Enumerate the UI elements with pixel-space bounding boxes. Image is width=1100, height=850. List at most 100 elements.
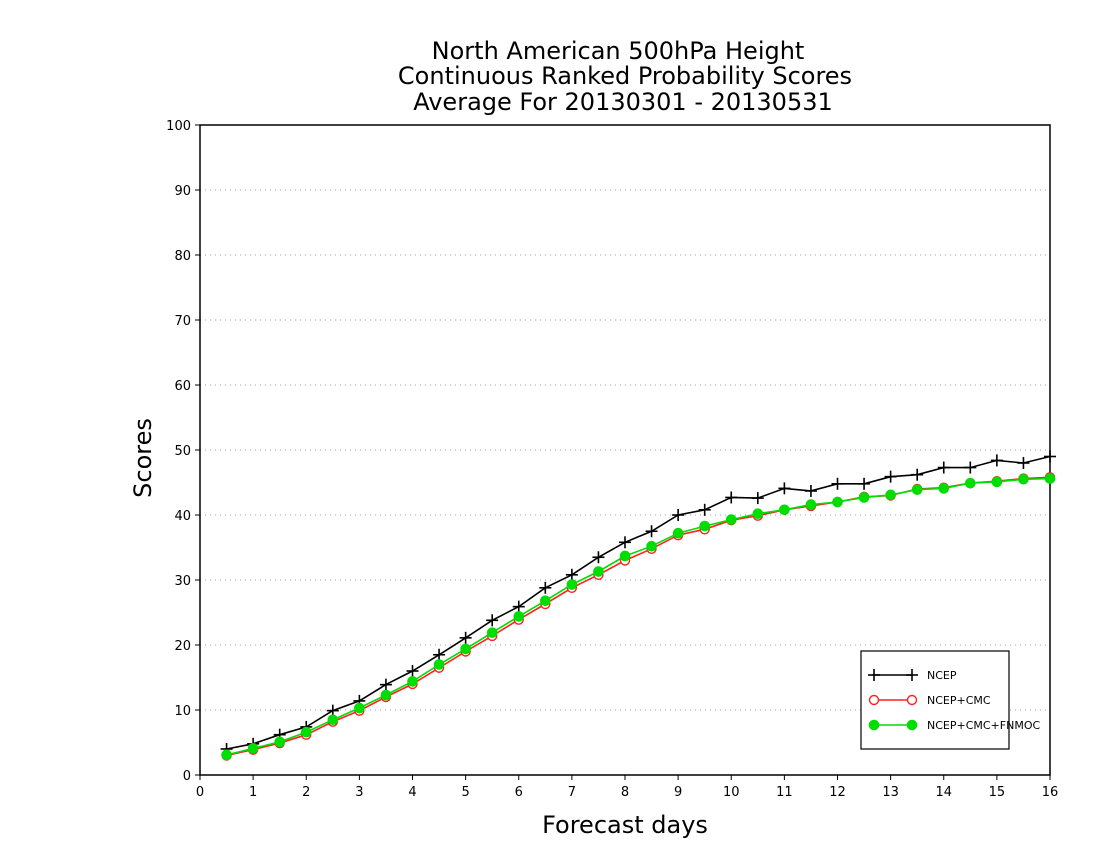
y-axis-title: Scores — [129, 418, 157, 498]
legend-marker-point — [906, 719, 918, 731]
data-point-ncep — [858, 477, 871, 490]
data-point-ncep — [512, 600, 525, 613]
legend-marker-point — [868, 669, 880, 681]
y-tick-label: 100 — [166, 119, 191, 134]
legend: NCEP NCEP+CMC NCEP+CMC+FNMOC — [860, 650, 1040, 750]
data-point-ncep-cmc-fnmoc — [380, 689, 392, 701]
x-tick-label: 12 — [829, 785, 846, 800]
x-tick-label: 11 — [776, 785, 793, 800]
data-point-ncep — [698, 503, 711, 516]
series-ncep-cmc-fnmoc — [221, 473, 1056, 761]
y-tick-label: 50 — [174, 444, 191, 459]
x-tick-label: 13 — [882, 785, 899, 800]
x-tick-label: 6 — [515, 785, 523, 800]
data-point-ncep-cmc-fnmoc — [540, 595, 551, 607]
x-tick-label: 10 — [723, 785, 740, 800]
legend-marker-ncep-cmc — [868, 694, 918, 706]
x-tick-label: 0 — [196, 785, 204, 800]
data-point-ncep-cmc-fnmoc — [779, 504, 790, 516]
legend-label-ncep: NCEP — [927, 669, 957, 682]
data-point-ncep-cmc-fnmoc — [327, 714, 339, 726]
data-point-ncep — [592, 551, 605, 564]
data-point-ncep-cmc-fnmoc — [407, 676, 418, 687]
y-tick-label: 30 — [174, 574, 191, 589]
data-point-ncep — [804, 484, 817, 497]
x-axis: 0 1 2 3 4 5 6 7 8 9 10 11 12 13 14 15 16 — [196, 775, 1058, 800]
y-tick-label: 60 — [174, 379, 191, 394]
data-point-ncep — [884, 470, 897, 483]
title-line-2: Continuous Ranked Probability Scores — [398, 62, 852, 90]
y-tick-label: 80 — [174, 249, 191, 264]
data-point-ncep-cmc-fnmoc — [619, 550, 631, 562]
data-point-ncep-cmc-fnmoc — [274, 736, 285, 748]
data-point-ncep-cmc-fnmoc — [646, 540, 657, 552]
x-tick-label: 2 — [302, 785, 310, 800]
data-point-ncep-cmc-fnmoc — [513, 611, 525, 622]
data-point-ncep — [725, 491, 738, 504]
data-point-ncep — [379, 678, 392, 691]
data-point-ncep-cmc-fnmoc — [486, 627, 498, 638]
grid-lines — [200, 189, 1050, 711]
title-line-1: North American 500hPa Height — [432, 37, 805, 65]
data-point-ncep — [645, 525, 658, 538]
legend-marker-point — [906, 669, 918, 681]
data-point-ncep — [539, 581, 552, 594]
legend-marker-ncep-cmc-fnmoc — [868, 719, 918, 731]
data-point-ncep — [672, 509, 685, 521]
y-tick-label: 10 — [174, 704, 191, 719]
data-point-ncep-cmc-fnmoc — [832, 496, 843, 508]
data-point-ncep-cmc-fnmoc — [433, 659, 445, 670]
data-point-ncep — [831, 477, 844, 490]
data-point-ncep-cmc-fnmoc — [593, 566, 604, 577]
data-point-ncep-cmc-fnmoc — [699, 520, 710, 532]
data-point-ncep-cmc-fnmoc — [911, 484, 923, 495]
data-point-ncep — [778, 482, 791, 495]
x-tick-label: 1 — [249, 785, 257, 800]
data-point-ncep-cmc-fnmoc — [300, 726, 312, 738]
x-tick-label: 14 — [935, 785, 952, 800]
data-point-ncep-cmc-fnmoc — [858, 492, 870, 503]
data-point-ncep — [433, 648, 446, 661]
data-point-ncep — [1017, 457, 1030, 469]
data-point-ncep — [406, 665, 419, 677]
data-point-ncep-cmc-fnmoc — [672, 527, 684, 539]
legend-marker-point — [868, 719, 880, 731]
data-point-ncep-cmc-fnmoc — [1018, 473, 1029, 485]
x-tick-label: 5 — [461, 785, 469, 800]
data-point-ncep-cmc-fnmoc — [805, 499, 817, 510]
data-point-ncep — [459, 631, 472, 644]
y-tick-label: 70 — [174, 314, 191, 329]
data-point-ncep-cmc-fnmoc — [938, 483, 950, 494]
x-axis-title: Forecast days — [542, 811, 708, 839]
data-point-ncep-cmc-fnmoc — [885, 489, 896, 501]
y-tick-label: 0 — [183, 769, 191, 784]
x-tick-label: 7 — [568, 785, 576, 800]
x-tick-label: 9 — [674, 785, 682, 800]
legend-marker-ncep — [868, 669, 918, 681]
y-tick-label: 20 — [174, 639, 191, 654]
x-tick-label: 16 — [1042, 785, 1059, 800]
data-point-ncep — [619, 536, 631, 549]
data-point-ncep-cmc-fnmoc — [991, 476, 1003, 488]
data-point-ncep-cmc-fnmoc — [247, 743, 259, 754]
data-point-ncep-cmc-fnmoc — [354, 702, 365, 714]
x-tick-label: 15 — [989, 785, 1006, 800]
y-tick-label: 40 — [174, 509, 191, 524]
data-point-ncep — [486, 614, 499, 627]
data-point-ncep-cmc-fnmoc — [725, 514, 737, 525]
data-point-ncep-cmc-fnmoc — [965, 477, 976, 489]
series-ncep — [220, 450, 1056, 755]
legend-label-ncep-cmc-fnmoc: NCEP+CMC+FNMOC — [927, 719, 1040, 732]
data-point-ncep — [964, 461, 977, 474]
chart-title: North American 500hPa Height Continuous … — [398, 37, 852, 116]
legend-label-ncep-cmc: NCEP+CMC — [927, 694, 991, 707]
data-point-ncep — [751, 492, 764, 505]
y-tick-label: 90 — [174, 184, 191, 199]
legend-marker-point — [868, 694, 880, 706]
legend-marker-point — [906, 694, 918, 706]
data-point-ncep — [937, 461, 950, 474]
data-point-ncep — [990, 454, 1003, 467]
x-tick-label: 8 — [621, 785, 629, 800]
data-point-ncep-cmc-fnmoc — [221, 749, 232, 761]
